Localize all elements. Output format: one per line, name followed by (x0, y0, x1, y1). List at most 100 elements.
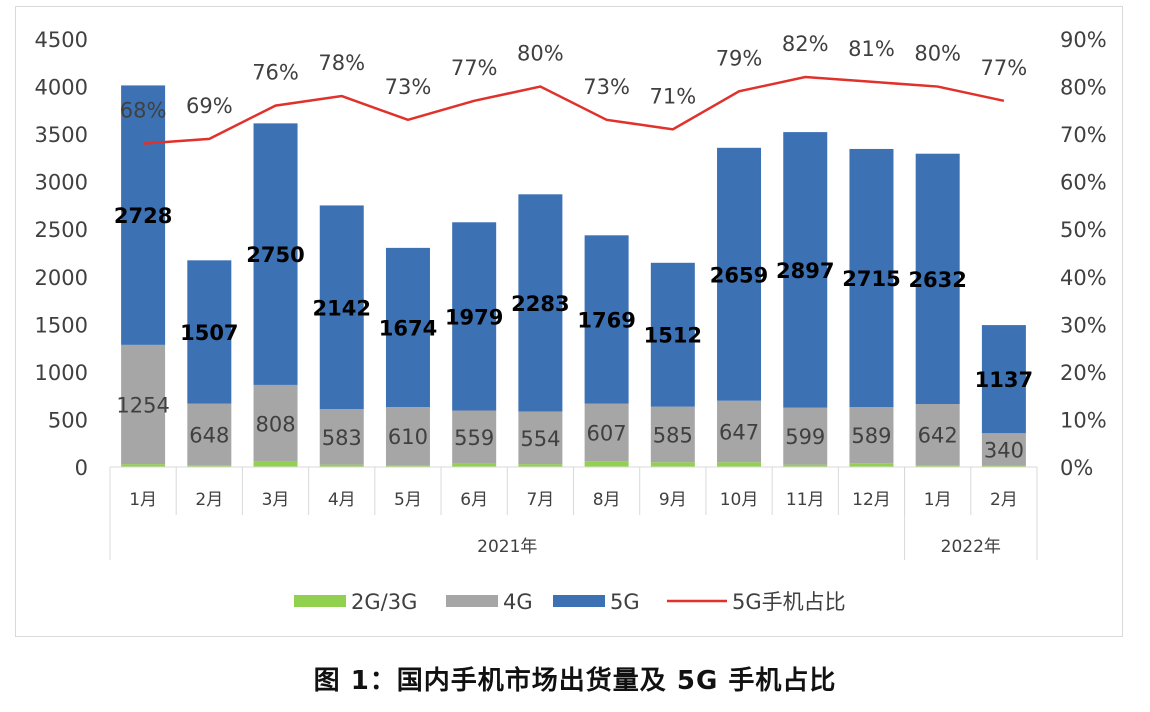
data-label-ratio: 71% (649, 84, 696, 108)
data-label-5g: 2897 (776, 259, 834, 283)
x-tick-label: 4月 (328, 490, 356, 510)
x-group-label: 2022年 (941, 537, 1001, 557)
y-left-tick-label: 2500 (35, 218, 88, 242)
data-label-4g: 607 (587, 421, 627, 445)
x-tick-label: 11月 (786, 490, 825, 510)
bar-5g (452, 222, 497, 411)
bar-5g (385, 247, 430, 408)
bar-5g (981, 325, 1026, 434)
data-label-ratio: 78% (318, 51, 365, 75)
x-tick-label: 12月 (852, 490, 891, 510)
data-label-5g: 2142 (313, 296, 371, 320)
bar-4g (385, 407, 430, 466)
bar-4g (121, 344, 166, 465)
y-right-tick-label: 20% (1060, 361, 1107, 385)
y-right-tick-label: 80% (1060, 76, 1107, 100)
x-tick-label: 5月 (394, 490, 422, 510)
bar-4g (915, 404, 960, 466)
data-label-ratio: 76% (252, 61, 299, 85)
data-label-ratio: 69% (186, 94, 233, 118)
bar-2g3g (915, 465, 960, 467)
data-label-ratio: 68% (120, 99, 167, 123)
bar-2g3g (187, 465, 232, 467)
data-label-5g: 2715 (842, 267, 900, 291)
bar-4g (717, 400, 762, 463)
bar-5g (319, 205, 364, 410)
bar-2g3g (518, 464, 563, 467)
figure-caption: 图 1：国内手机市场出货量及 5G 手机占比 (313, 666, 837, 696)
bar-5g (915, 153, 960, 405)
x-group-label: 2021年 (477, 537, 537, 557)
bar-4g (319, 409, 364, 465)
bar-2g3g (121, 464, 166, 467)
bar-5g (849, 148, 894, 408)
data-label-5g: 2728 (114, 204, 172, 228)
data-label-ratio: 73% (583, 75, 630, 99)
y-right-tick-label: 90% (1060, 28, 1107, 52)
y-right-tick-label: 60% (1060, 171, 1107, 195)
bar-2g3g (385, 465, 430, 467)
bar-5g (253, 123, 298, 385)
bar-4g (584, 403, 629, 462)
bar-4g (783, 407, 828, 465)
bar-5g (717, 147, 762, 401)
bar-2g3g (253, 461, 298, 467)
y-left-tick-label: 3500 (35, 123, 88, 147)
y-left-tick-label: 1000 (35, 361, 88, 385)
data-label-ratio: 79% (716, 46, 763, 70)
y-right-tick-label: 10% (1060, 408, 1107, 432)
bar-2g3g (981, 465, 1026, 467)
bar-2g3g (717, 462, 762, 467)
bar-4g (187, 403, 232, 466)
bar-2g3g (319, 464, 364, 467)
data-label-ratio: 80% (914, 42, 961, 66)
data-label-ratio: 80% (517, 42, 564, 66)
y-left-tick-label: 4500 (35, 28, 88, 52)
x-tick-label: 2月 (990, 490, 1018, 510)
data-label-5g: 1512 (644, 324, 702, 348)
y-left-tick-label: 1500 (35, 313, 88, 337)
y-left-tick-label: 4000 (35, 76, 88, 100)
y-right-tick-label: 50% (1060, 218, 1107, 242)
x-tick-label: 2月 (195, 490, 223, 510)
data-label-ratio: 73% (385, 75, 432, 99)
data-label-5g: 2283 (511, 292, 569, 316)
data-label-4g: 585 (653, 423, 693, 447)
data-label-5g: 1979 (445, 305, 503, 329)
data-label-4g: 583 (322, 426, 362, 450)
bar-5g (650, 262, 695, 407)
bar-2g3g (849, 463, 894, 467)
data-label-5g: 2632 (908, 268, 966, 292)
x-tick-label: 6月 (460, 490, 488, 510)
y-right-tick-label: 0% (1060, 456, 1093, 480)
data-label-4g: 610 (388, 425, 428, 449)
data-label-5g: 1674 (379, 316, 437, 340)
data-label-5g: 1137 (975, 368, 1033, 392)
data-label-5g: 2659 (710, 263, 768, 287)
y-left-tick-label: 2000 (35, 266, 88, 290)
bar-4g (452, 410, 497, 464)
data-label-4g: 599 (785, 425, 825, 449)
data-label-ratio: 77% (451, 56, 498, 80)
ratio-line (143, 75, 1005, 145)
data-label-ratio: 82% (782, 32, 829, 56)
bar-4g (981, 433, 1026, 466)
x-tick-label: 1月 (129, 490, 157, 510)
data-label-4g: 647 (719, 420, 759, 444)
bar-4g (849, 407, 894, 464)
x-tick-label: 3月 (262, 490, 290, 510)
bar-4g (650, 406, 695, 463)
bar-2g3g (650, 462, 695, 467)
bar-4g (253, 384, 298, 462)
x-tick-label: 1月 (924, 490, 952, 510)
legend-label: 5G (610, 590, 640, 614)
legend-swatch (446, 595, 498, 607)
x-tick-label: 10月 (720, 490, 759, 510)
data-label-5g: 2750 (246, 243, 304, 267)
data-label-4g: 589 (851, 424, 891, 448)
data-label-ratio: 81% (848, 37, 895, 61)
legend-swatch (553, 595, 605, 607)
bar-2g3g (452, 463, 497, 467)
bar-5g (518, 194, 563, 412)
